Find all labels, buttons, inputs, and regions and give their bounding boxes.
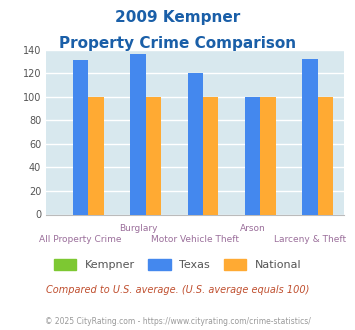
Text: 2009 Kempner: 2009 Kempner: [115, 10, 240, 25]
Bar: [260, 97, 276, 214]
Text: Burglary: Burglary: [119, 224, 157, 233]
Text: Property Crime Comparison: Property Crime Comparison: [59, 36, 296, 51]
Text: All Property Crime: All Property Crime: [39, 235, 122, 244]
Bar: [73, 60, 88, 214]
Bar: [146, 97, 161, 214]
Text: © 2025 CityRating.com - https://www.cityrating.com/crime-statistics/: © 2025 CityRating.com - https://www.city…: [45, 317, 310, 326]
Text: Arson: Arson: [240, 224, 266, 233]
Bar: [245, 97, 260, 214]
Text: Motor Vehicle Theft: Motor Vehicle Theft: [151, 235, 239, 244]
Legend: Kempner, Texas, National: Kempner, Texas, National: [49, 255, 306, 275]
Bar: [302, 59, 318, 214]
Text: Compared to U.S. average. (U.S. average equals 100): Compared to U.S. average. (U.S. average …: [46, 285, 309, 295]
Bar: [88, 97, 104, 214]
Bar: [130, 54, 146, 214]
Bar: [187, 73, 203, 215]
Bar: [203, 97, 218, 214]
Bar: [318, 97, 333, 214]
Text: Larceny & Theft: Larceny & Theft: [274, 235, 346, 244]
